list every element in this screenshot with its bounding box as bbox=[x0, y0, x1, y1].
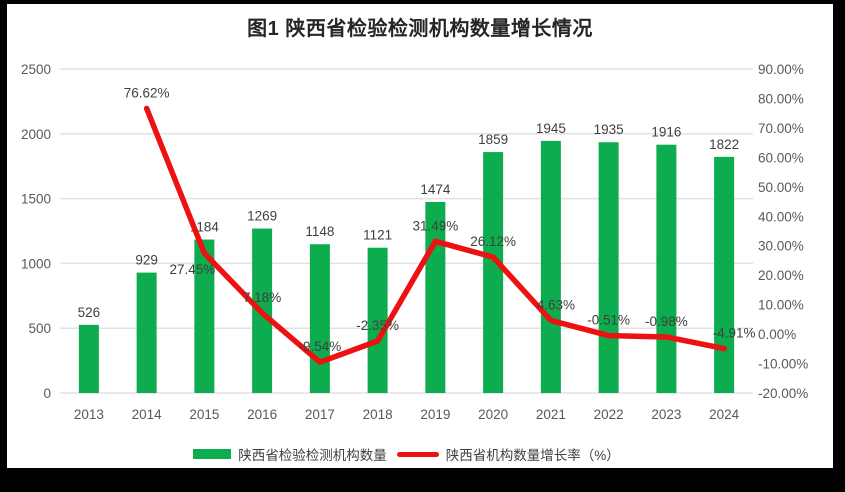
bar-value-label: 1859 bbox=[478, 132, 508, 147]
legend-item-line: 陕西省机构数量增长率（%） bbox=[396, 444, 620, 464]
right-axis-tick: 20.00% bbox=[758, 268, 804, 283]
bar-value-label: 526 bbox=[78, 305, 101, 320]
bar-value-label: 1935 bbox=[594, 122, 624, 137]
chart-card: 0 500 1000 1500 2000 2500 90.00% 80.00% 70.00% 60… bbox=[7, 4, 833, 468]
growth-rate-label: 26.12% bbox=[470, 234, 516, 249]
legend-label-bars: 陕西省检验检测机构数量 bbox=[238, 448, 387, 463]
right-axis-tick: 40.00% bbox=[758, 209, 804, 224]
x-axis-label: 2019 bbox=[420, 407, 450, 422]
growth-rate-label: -2.35% bbox=[356, 318, 399, 333]
x-axis-label: 2024 bbox=[709, 407, 740, 422]
left-axis-tick: 1500 bbox=[21, 192, 51, 207]
right-axis-tick: 90.00% bbox=[758, 62, 804, 77]
bar-value-label: 1945 bbox=[536, 121, 566, 136]
left-axis-tick: 2500 bbox=[21, 62, 51, 77]
x-axis-label: 2021 bbox=[536, 407, 566, 422]
x-axis-label: 2023 bbox=[651, 407, 681, 422]
x-axis-label: 2020 bbox=[478, 407, 508, 422]
growth-rate-label: 27.45% bbox=[169, 262, 215, 277]
left-axis-tick: 2000 bbox=[21, 127, 51, 142]
bar-value-label: 1269 bbox=[247, 209, 277, 224]
bar-value-label: 1474 bbox=[420, 182, 451, 197]
right-axis-tick: 30.00% bbox=[758, 239, 804, 254]
growth-rate-line bbox=[143, 105, 727, 365]
right-axis-tick: -20.00% bbox=[758, 386, 808, 401]
bar-2023 bbox=[656, 144, 677, 393]
x-axis-label: 2014 bbox=[132, 407, 163, 422]
bar-2020 bbox=[483, 152, 504, 393]
x-axis-label: 2016 bbox=[247, 407, 277, 422]
right-axis-tick: 60.00% bbox=[758, 150, 804, 165]
chart-title: 图1 陕西省检验检测机构数量增长情况 bbox=[247, 18, 593, 40]
chart-canvas: 0 500 1000 1500 2000 2500 90.00% 80.00% 70.00% 60… bbox=[21, 62, 808, 422]
bar-2015 bbox=[194, 239, 215, 393]
growth-rate-label: 4.63% bbox=[537, 297, 575, 312]
growth-rate-label: -0.51% bbox=[587, 313, 630, 328]
bar-2021 bbox=[540, 140, 561, 393]
legend-label-line: 陕西省机构数量增长率（%） bbox=[445, 448, 620, 463]
bar-2022 bbox=[598, 142, 619, 393]
right-axis-tick: 50.00% bbox=[758, 180, 804, 195]
left-axis-tick: 0 bbox=[43, 386, 51, 401]
growth-rate-label: 76.62% bbox=[124, 85, 170, 100]
bar-2017 bbox=[309, 244, 330, 393]
bar-2013 bbox=[78, 324, 99, 393]
right-axis-tick: 70.00% bbox=[758, 121, 804, 136]
left-axis-tick: 500 bbox=[28, 321, 51, 336]
growth-rate-label: 31.49% bbox=[412, 218, 458, 233]
x-axis-label: 2017 bbox=[305, 407, 335, 422]
bar-2024 bbox=[714, 156, 735, 393]
x-axis-label: 2015 bbox=[189, 407, 219, 422]
bar-value-label: 1822 bbox=[709, 137, 739, 152]
growth-rate-label: 7.18% bbox=[243, 290, 281, 305]
legend: 陕西省检验检测机构数量 陕西省机构数量增长率（%） bbox=[60, 443, 753, 465]
growth-rate-label: -4.91% bbox=[713, 326, 756, 341]
bar-value-label: 929 bbox=[135, 253, 158, 268]
bar-2014 bbox=[136, 272, 157, 393]
x-axis-label: 2013 bbox=[74, 407, 104, 422]
legend-item-bars: 陕西省检验检测机构数量 bbox=[193, 444, 387, 464]
line-series-swatch-icon bbox=[396, 451, 439, 457]
bar-2018 bbox=[367, 247, 388, 393]
x-axis-label: 2022 bbox=[594, 407, 624, 422]
right-axis-tick: 80.00% bbox=[758, 91, 804, 106]
right-axis-tick: -10.00% bbox=[758, 357, 808, 372]
bar-value-label: 1916 bbox=[651, 125, 681, 140]
right-axis-tick: 10.00% bbox=[758, 298, 804, 313]
right-axis-tick: 0.00% bbox=[758, 327, 796, 342]
growth-rate-label: -0.98% bbox=[645, 314, 688, 329]
x-axis-label: 2018 bbox=[363, 407, 393, 422]
bar-value-label: 1148 bbox=[305, 224, 334, 239]
left-axis-tick: 1000 bbox=[21, 256, 51, 271]
bar-value-label: 1121 bbox=[363, 228, 392, 243]
growth-rate-label: -9.54% bbox=[298, 339, 341, 354]
bar-series-swatch-icon bbox=[193, 449, 232, 459]
